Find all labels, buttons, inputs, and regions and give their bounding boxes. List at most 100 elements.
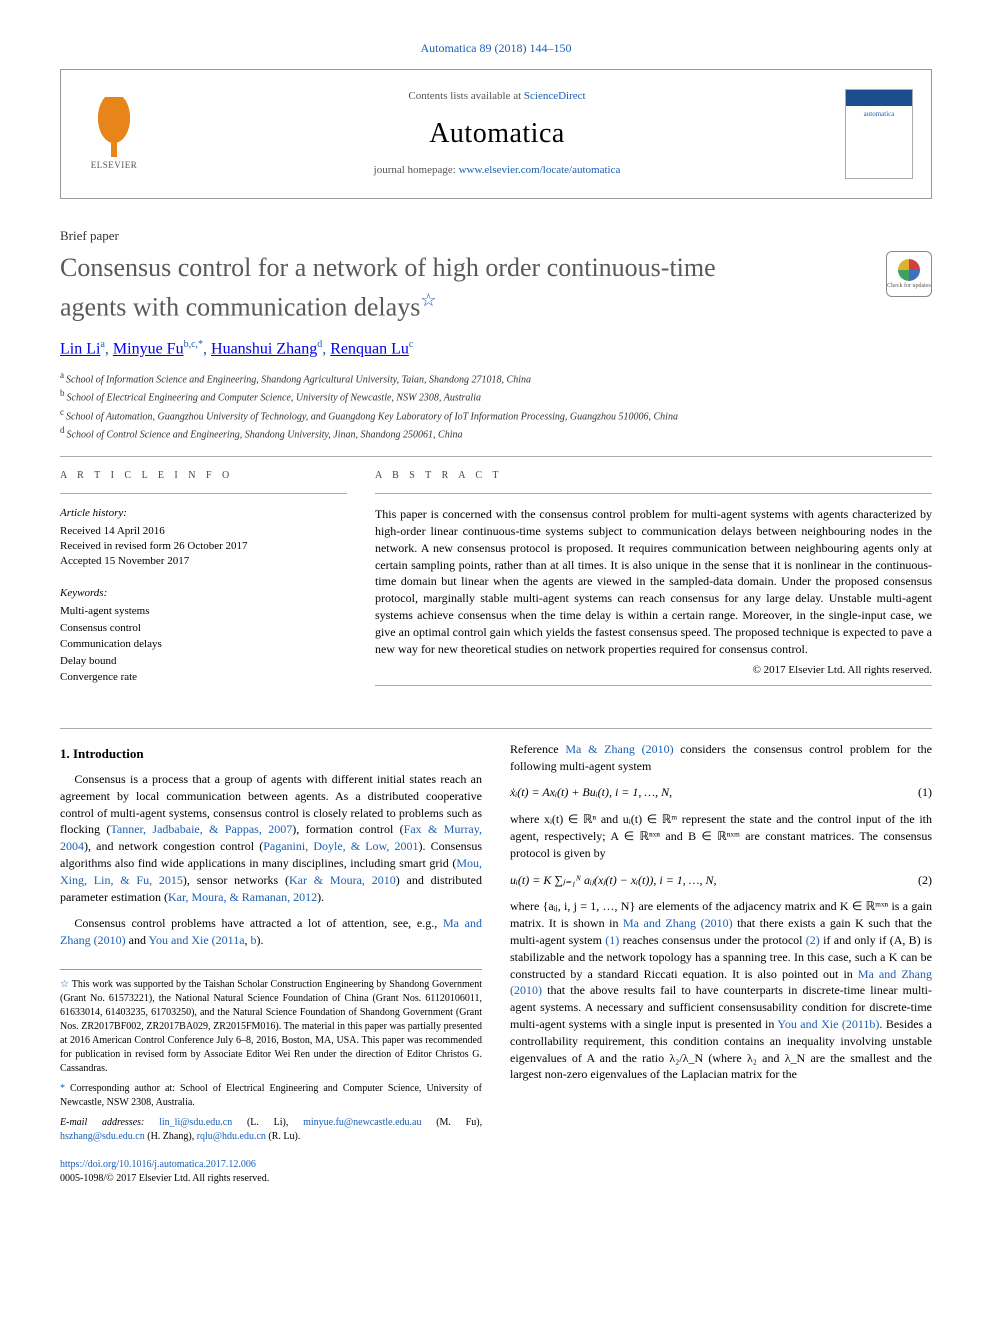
footnote-text: Corresponding author at: School of Elect… — [60, 1083, 482, 1108]
affiliation: aSchool of Information Science and Engin… — [60, 369, 932, 387]
history-received: Received 14 April 2016 — [60, 524, 347, 539]
abstract-label: A B S T R A C T — [375, 469, 932, 483]
elsevier-tree-icon — [89, 97, 139, 157]
journal-cover-thumbnail: automatica — [845, 89, 913, 179]
keyword: Delay bound — [60, 653, 347, 670]
body-text: reaches consensus under the protocol — [619, 933, 806, 947]
header-center: Contents lists available at ScienceDirec… — [149, 89, 845, 179]
check-updates-badge[interactable]: Check for updates — [886, 251, 932, 297]
author-aff: d — [317, 339, 322, 350]
article-info-column: A R T I C L E I N F O Article history: R… — [60, 469, 347, 698]
article-info-label: A R T I C L E I N F O — [60, 469, 347, 483]
title-line2: agents with communication delays — [60, 292, 420, 321]
history-header: Article history: — [60, 506, 347, 521]
journal-name: Automatica — [149, 114, 845, 153]
body-paragraph: Reference Ma & Zhang (2010) considers th… — [510, 741, 932, 775]
keyword: Communication delays — [60, 636, 347, 653]
divider — [60, 456, 932, 457]
aff-text: School of Automation, Guangzhou Universi… — [66, 411, 678, 422]
abstract-column: A B S T R A C T This paper is concerned … — [375, 469, 932, 698]
check-updates-label: Check for updates — [887, 283, 931, 290]
keyword: Consensus control — [60, 620, 347, 637]
email-link[interactable]: rqlu@hdu.edu.cn — [197, 1131, 266, 1142]
equation: ẋᵢ(t) = Axᵢ(t) + Buᵢ(t), i = 1, …, N, — [510, 784, 672, 801]
section-heading: 1. Introduction — [60, 745, 482, 763]
doi-link[interactable]: https://doi.org/10.1016/j.automatica.201… — [60, 1159, 256, 1170]
abstract-text: This paper is concerned with the consens… — [375, 506, 932, 657]
elsevier-logo: ELSEVIER — [79, 89, 149, 179]
journal-ref-link[interactable]: Automatica 89 (2018) 144–150 — [421, 41, 572, 55]
author-aff: a — [100, 339, 104, 350]
paper-type: Brief paper — [60, 227, 932, 245]
doi-block: https://doi.org/10.1016/j.automatica.201… — [60, 1158, 482, 1186]
info-abstract-row: A R T I C L E I N F O Article history: R… — [60, 469, 932, 698]
contents-prefix: Contents lists available at — [408, 90, 523, 102]
equation-row: uᵢ(t) = K ∑ⱼ₌₁ᴺ aᵢⱼ(xⱼ(t) − xᵢ(t)), i = … — [510, 872, 932, 889]
aff-label: b — [60, 388, 65, 398]
cover-label: automatica — [864, 110, 895, 120]
body-text: ), and network congestion control ( — [84, 839, 263, 853]
footnote-text: This work was supported by the Taishan S… — [60, 979, 482, 1074]
footnote-symbol: * — [60, 1083, 65, 1094]
citation-link[interactable]: Ma and Zhang (2010) — [623, 916, 733, 930]
homepage-link[interactable]: www.elsevier.com/locate/automatica — [459, 164, 621, 176]
title-footnote-link[interactable]: ☆ — [420, 290, 436, 310]
citation-link[interactable]: You and Xie (2011b) — [777, 1017, 879, 1031]
author-link[interactable]: Minyue Fu — [113, 341, 184, 358]
email-link[interactable]: hszhang@sdu.edu.cn — [60, 1131, 145, 1142]
affiliations-block: aSchool of Information Science and Engin… — [60, 369, 932, 442]
email-who: (M. Fu) — [436, 1117, 479, 1128]
homepage-line: journal homepage: www.elsevier.com/locat… — [149, 163, 845, 178]
crossmark-icon — [898, 259, 920, 281]
aff-text: School of Information Science and Engine… — [66, 374, 531, 385]
email-link[interactable]: minyue.fu@newcastle.edu.au — [303, 1117, 421, 1128]
aff-text: School of Electrical Engineering and Com… — [67, 393, 481, 404]
author-aff: b,c,* — [184, 339, 203, 350]
body-text: ), sensor networks ( — [183, 873, 289, 887]
footnote-emails: E-mail addresses: lin_li@sdu.edu.cn (L. … — [60, 1116, 482, 1144]
body-text: Reference — [510, 742, 565, 756]
equation-number: (1) — [918, 784, 932, 801]
keyword: Multi-agent systems — [60, 603, 347, 620]
body-paragraph: where xᵢ(t) ∈ ℝⁿ and uᵢ(t) ∈ ℝᵐ represen… — [510, 811, 932, 861]
elsevier-brand-label: ELSEVIER — [91, 159, 138, 172]
footnotes-block: ☆ This work was supported by the Taishan… — [60, 969, 482, 1186]
journal-header-box: ELSEVIER Contents lists available at Sci… — [60, 69, 932, 199]
sciencedirect-link[interactable]: ScienceDirect — [524, 90, 586, 102]
contents-line: Contents lists available at ScienceDirec… — [149, 89, 845, 104]
citation-link[interactable]: Tanner, Jadbabaie, & Pappas, 2007 — [110, 822, 292, 836]
author-link[interactable]: Renquan Lu — [330, 341, 409, 358]
affiliation: dSchool of Control Science and Engineeri… — [60, 424, 932, 442]
body-paragraph: Consensus is a process that a group of a… — [60, 771, 482, 905]
divider — [60, 728, 932, 729]
email-link[interactable]: lin_li@sdu.edu.cn — [159, 1117, 232, 1128]
citation-link[interactable]: You and Xie (2011a — [149, 933, 245, 947]
body-text: ), formation control ( — [292, 822, 403, 836]
authors-line: Lin Lia, Minyue Fub,c,*, Huanshui Zhangd… — [60, 338, 932, 361]
body-text: ). — [317, 890, 324, 904]
aff-label: c — [60, 407, 64, 417]
eqref-link[interactable]: (1) — [605, 933, 619, 947]
equation-row: ẋᵢ(t) = Axᵢ(t) + Buᵢ(t), i = 1, …, N, (1… — [510, 784, 932, 801]
body-paragraph: where {aᵢⱼ, i, j = 1, …, N} are elements… — [510, 898, 932, 1083]
citation-link[interactable]: Kar & Moura, 2010 — [289, 873, 396, 887]
homepage-prefix: journal homepage: — [374, 164, 459, 176]
citation-link[interactable]: Ma & Zhang (2010) — [565, 742, 673, 756]
paper-title: Consensus control for a network of high … — [60, 251, 868, 324]
keyword: Convergence rate — [60, 669, 347, 686]
author-aff: c — [409, 339, 413, 350]
body-text: ). — [257, 933, 264, 947]
citation-link[interactable]: Kar, Moura, & Ramanan, 2012 — [168, 890, 317, 904]
footnote: * Corresponding author at: School of Ele… — [60, 1082, 482, 1110]
aff-label: a — [60, 370, 64, 380]
body-columns: 1. Introduction Consensus is a process t… — [60, 741, 932, 1186]
citation-link[interactable]: Paganini, Doyle, & Low, 2001 — [263, 839, 418, 853]
author-link[interactable]: Huanshui Zhang — [211, 341, 317, 358]
body-paragraph: Consensus control problems have attracte… — [60, 915, 482, 949]
footnote: ☆ This work was supported by the Taishan… — [60, 978, 482, 1076]
title-line1: Consensus control for a network of high … — [60, 253, 716, 282]
divider — [375, 493, 932, 494]
journal-reference: Automatica 89 (2018) 144–150 — [60, 40, 932, 57]
eqref-link[interactable]: (2) — [806, 933, 820, 947]
author-link[interactable]: Lin Li — [60, 341, 100, 358]
